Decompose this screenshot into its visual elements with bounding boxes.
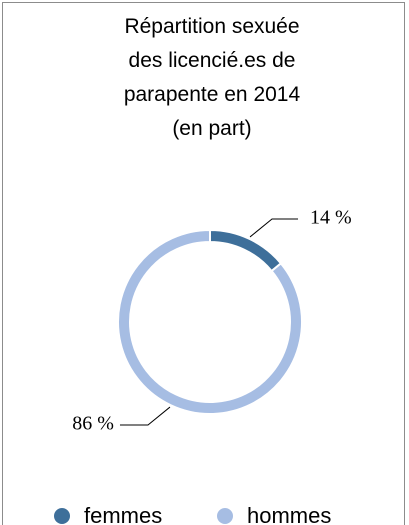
leader-line [249,218,299,238]
donut-segment [209,228,283,273]
legend-swatch [217,508,233,524]
leader-line [119,406,171,426]
chart-title: Répartition sexuée des licencié.es de pa… [123,15,301,140]
donut-segment [117,228,303,415]
data-label: 86 % [72,413,114,435]
legend-label: femmes [84,503,162,525]
data-label: 14 % [310,207,352,229]
legend-swatch [54,508,70,524]
legend-label: hommes [247,503,331,525]
